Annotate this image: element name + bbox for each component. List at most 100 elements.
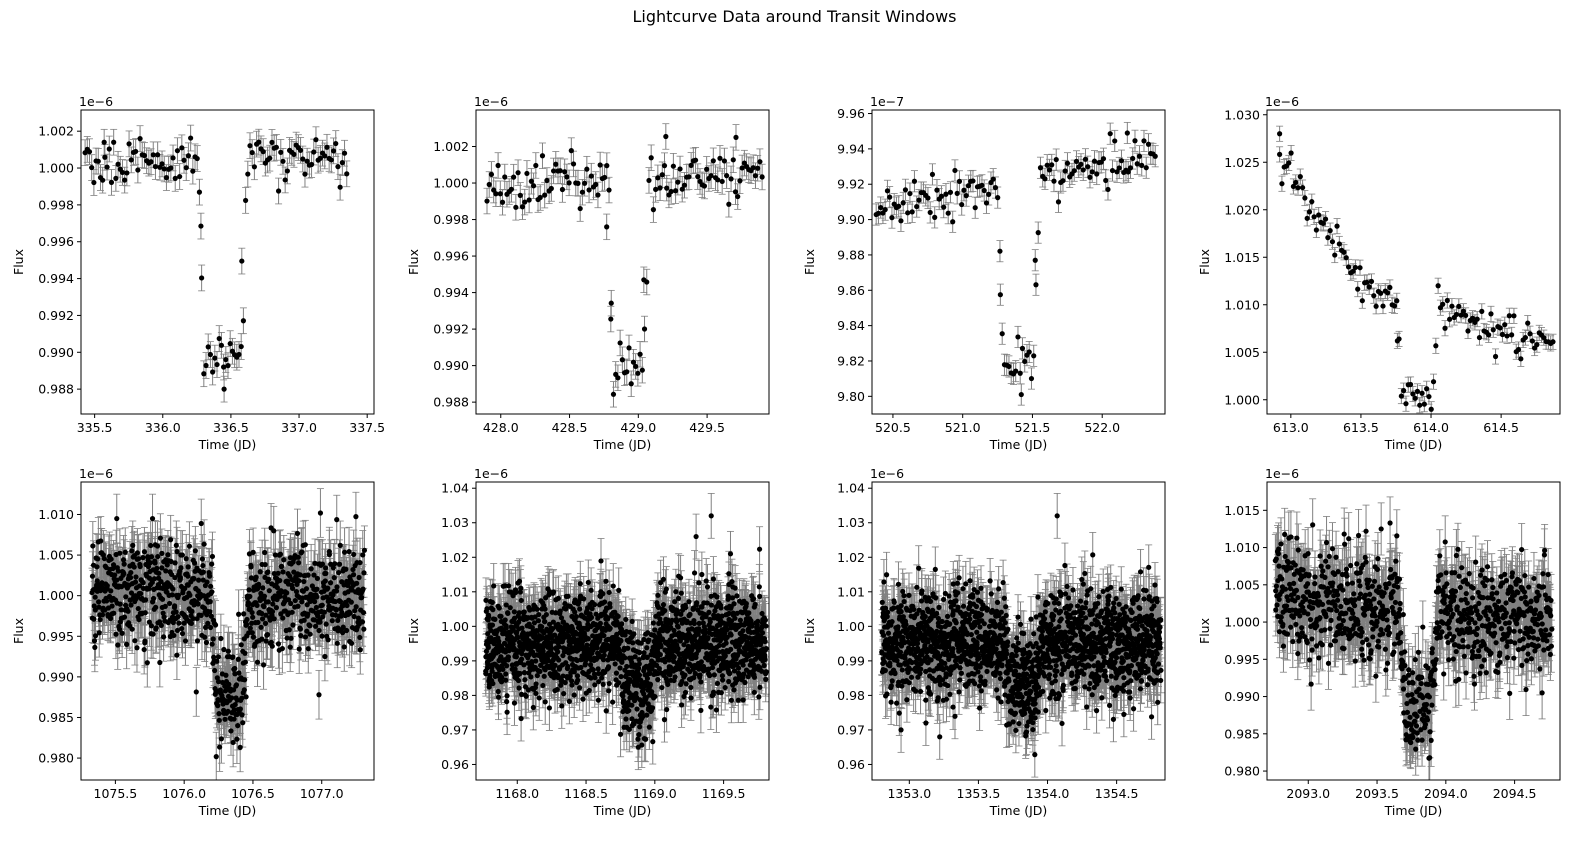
data-point: [604, 163, 610, 169]
y-tick-label: 0.996: [38, 234, 74, 249]
data-point: [965, 183, 972, 189]
data-point: [218, 342, 225, 348]
data-point: [194, 155, 200, 162]
data-point: [1341, 249, 1347, 255]
data-point: [755, 165, 761, 171]
data-point: [89, 573, 96, 579]
data-point: [997, 248, 1003, 254]
data-point: [1433, 343, 1439, 349]
data-point: [929, 171, 936, 178]
data-point: [896, 203, 902, 209]
data-point: [925, 195, 931, 201]
data-point: [238, 343, 244, 350]
y-tick-label: 0.992: [38, 308, 74, 323]
data-point: [902, 187, 909, 193]
data-point: [916, 197, 922, 203]
data-point: [249, 149, 255, 156]
data-point: [223, 356, 229, 363]
y-axis-label: Flux: [11, 249, 26, 275]
y-tick-label: 9.94: [837, 141, 865, 156]
data-point: [1031, 353, 1037, 359]
data-point: [89, 164, 95, 171]
data-point: [102, 154, 108, 160]
data-point: [604, 224, 610, 230]
data-point: [752, 173, 759, 179]
data-point: [1152, 153, 1158, 159]
data-point: [280, 158, 286, 164]
data-point: [1350, 268, 1356, 274]
y-tick-label: 1.002: [433, 139, 469, 154]
y-tick-label: 1.000: [38, 161, 74, 176]
data-point: [575, 180, 581, 186]
data-point: [1053, 156, 1059, 163]
data-point: [91, 616, 97, 622]
data-point: [94, 564, 100, 570]
data-point: [672, 188, 679, 194]
data-point: [633, 363, 639, 370]
data-point: [1114, 169, 1120, 175]
data-point: [1087, 174, 1093, 180]
data-point: [190, 168, 196, 174]
data-point: [1511, 313, 1517, 319]
x-tick-label: 428.5: [552, 420, 588, 435]
clip-mask: [1265, 414, 1562, 434]
data-point: [615, 375, 621, 381]
data-point: [566, 180, 572, 186]
data-point: [979, 182, 985, 188]
data-point: [122, 177, 128, 183]
data-point: [1062, 168, 1068, 174]
data-point: [637, 351, 643, 357]
data-point: [1550, 339, 1556, 345]
data-point: [239, 258, 245, 264]
data-point: [539, 153, 546, 159]
data-point: [719, 178, 725, 185]
data-point: [108, 588, 114, 594]
data-point: [1414, 388, 1421, 394]
data-point: [128, 157, 134, 163]
data-point: [692, 157, 699, 163]
y-tick-label: 1.010: [1224, 297, 1260, 312]
data-point: [630, 359, 637, 365]
data-point: [92, 594, 98, 600]
data-point: [1320, 220, 1326, 227]
data-point: [278, 149, 284, 155]
data-point: [210, 369, 216, 375]
data-point: [1419, 390, 1425, 396]
y-tick-label: 1.005: [1224, 345, 1260, 360]
data-point: [86, 149, 93, 155]
data-point: [115, 161, 121, 167]
y-tick-label: 0.990: [433, 358, 469, 373]
data-point: [972, 205, 978, 211]
data-point: [1529, 338, 1535, 344]
data-point: [997, 292, 1003, 298]
data-point: [932, 214, 938, 220]
data-point: [586, 187, 592, 193]
data-point: [221, 386, 227, 392]
data-point: [135, 167, 141, 173]
clip-mask: [474, 88, 771, 110]
data-point: [898, 218, 904, 224]
data-point: [1277, 131, 1283, 137]
data-point: [201, 371, 207, 377]
data-point: [181, 157, 187, 163]
data-point: [1085, 164, 1091, 170]
data-point: [533, 162, 539, 169]
data-point: [119, 630, 125, 636]
y-tick-label: 0.990: [38, 345, 74, 360]
data-point: [273, 144, 279, 150]
data-point: [1460, 308, 1466, 314]
data-point: [608, 316, 614, 322]
data-point: [653, 186, 659, 193]
data-point: [100, 177, 106, 183]
data-point: [515, 170, 521, 176]
data-point: [1490, 327, 1496, 333]
data-point: [1394, 298, 1400, 304]
data-point: [1488, 311, 1494, 317]
data-point: [1042, 176, 1048, 182]
figure-title: Lightcurve Data around Transit Windows: [0, 7, 1589, 26]
y-tick-label: 0.996: [433, 249, 469, 264]
data-point: [1440, 301, 1446, 307]
data-point: [657, 185, 663, 191]
data-point: [311, 149, 317, 155]
data-point: [121, 614, 128, 620]
